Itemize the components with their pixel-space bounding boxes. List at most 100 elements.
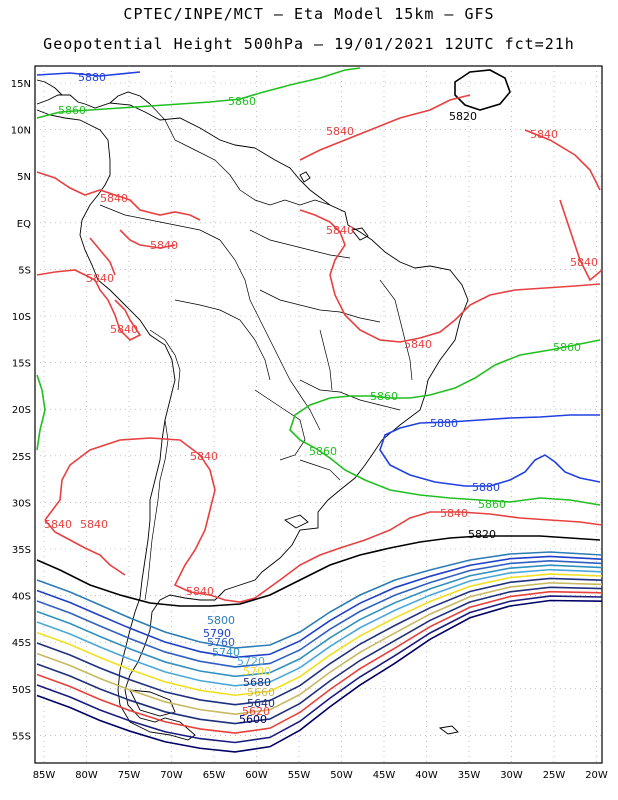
contour-label: 5620 [242, 705, 270, 718]
lat-tick-label: 10N [11, 126, 31, 137]
title-line-2: Geopotential Height 500hPa – 19/01/2021 … [43, 35, 575, 53]
contour-south-5790 [36, 555, 603, 659]
contour-label: 5860 [228, 95, 256, 108]
contour-label: 5880 [472, 481, 500, 494]
lat-tick-label: 5S [18, 265, 31, 276]
border-guyanas [239, 189, 331, 206]
contour-5880-north [36, 71, 141, 77]
contour-label: 5840 [326, 224, 354, 237]
contour-label: 5860 [478, 498, 506, 511]
lon-tick-label: 85W [33, 770, 56, 781]
brazil-states-center [259, 289, 381, 323]
contour-label: 5740 [212, 646, 240, 659]
contour-south-5640 [36, 586, 603, 725]
longitude-labels: 85W 80W 75W 70W 65W 60W 55W 50W 45W 40W 35W 30W 25W 2… [33, 770, 608, 781]
lat-tick-label: 35S [12, 545, 31, 556]
contour-south-5520 [36, 599, 603, 753]
lon-tick-label: 80W [75, 770, 98, 781]
border-chile-argentina [144, 419, 169, 601]
contour-5860-north [36, 67, 361, 119]
brazil-states-north [249, 229, 351, 259]
contour-label: 5660 [247, 686, 275, 699]
lon-tick-label: 75W [118, 770, 141, 781]
border-colombia-peru [99, 204, 221, 241]
contour-label: 5860 [58, 104, 86, 117]
contour-label: 5840 [80, 518, 108, 531]
contour-label: 5860 [553, 341, 581, 354]
contour-label: 5700 [243, 665, 271, 678]
border-peru-bolivia [149, 329, 181, 391]
lon-tick-label: 35W [458, 770, 481, 781]
lat-tick-label: 30S [12, 498, 31, 509]
border-bolivia [174, 299, 271, 381]
falkland-islands [284, 514, 309, 529]
contour-label: 5680 [243, 676, 271, 689]
contour-label: 5860 [370, 390, 398, 403]
contour-south-5800 [36, 551, 603, 649]
contour-label: 5720 [237, 655, 265, 668]
contour-south-5740 [36, 564, 603, 678]
contour-label: 5640 [247, 697, 275, 710]
contour-label: 5800 [207, 614, 235, 627]
contour-label: 5880 [430, 417, 458, 430]
tierra-del-fuego [129, 689, 176, 717]
contour-south-5760 [36, 560, 603, 668]
contour-label: 5840 [86, 272, 114, 285]
contour-label: 5840 [44, 518, 72, 531]
contour-label: 5840 [530, 128, 558, 141]
coastline [36, 69, 511, 741]
contour-south-5580 [36, 595, 603, 744]
contour-label: 5840 [100, 192, 128, 205]
contour-label: 5880 [78, 71, 106, 84]
contour-label: 5840 [190, 450, 218, 463]
contour-label: 5860 [309, 445, 337, 458]
lat-tick-label: 15N [11, 79, 31, 90]
lat-tick-label: 20S [12, 405, 31, 416]
lon-tick-label: 40W [415, 770, 438, 781]
contour-5820-north [454, 69, 511, 111]
latitude-labels: 15N 10N 5N EQ 5S 10S 15S 20S 25S 30S 35S 40S 45S 50S 5… [11, 79, 31, 742]
island-marajo [351, 227, 369, 241]
border-uruguay [299, 459, 341, 481]
south-georgia [438, 725, 459, 735]
contour-label: 5820 [449, 110, 477, 123]
contour-5880-south [379, 414, 601, 487]
contour-5840-east-edge [559, 199, 603, 282]
lon-tick-label: 45W [373, 770, 396, 781]
lon-tick-label: 25W [543, 770, 566, 781]
contour-label: 5840 [326, 125, 354, 138]
contour-label: 5820 [468, 528, 496, 541]
coast-south-america [36, 94, 469, 741]
contour-5840-south-loop [44, 437, 603, 603]
lon-tick-label: 55W [288, 770, 311, 781]
contour-label: 5790 [203, 627, 231, 640]
lat-tick-label: 45S [12, 638, 31, 649]
border-colombia-venezuela [149, 103, 241, 191]
lon-tick-label: 70W [160, 770, 183, 781]
contour-label: 5840 [186, 585, 214, 598]
lat-tick-label: 25S [12, 452, 31, 463]
border-brazil-west [219, 239, 321, 431]
contour-5840-brazil [299, 209, 601, 343]
lat-tick-label: 5N [17, 172, 31, 183]
contour-label: 5840 [570, 256, 598, 269]
coast-central-america [36, 79, 63, 96]
contour-label: 5760 [207, 636, 235, 649]
map-frame [34, 65, 603, 764]
lat-tick-label: EQ [17, 219, 31, 230]
lat-tick-label: 55S [12, 731, 31, 742]
contour-5840-west-loops [36, 171, 201, 341]
contour-label: 5840 [150, 239, 178, 252]
coast-caribbean [109, 91, 151, 105]
border-paraguay [254, 389, 306, 461]
contour-5860-south [289, 339, 601, 506]
lat-tick-label: 40S [12, 592, 31, 603]
contour-labels: 5880 5860 5860 5820 5840 5840 5840 5840 … [44, 71, 598, 726]
island-trinidad [299, 171, 311, 183]
lon-tick-label: 20W [585, 770, 608, 781]
contour-label: 5600 [239, 713, 267, 726]
contours [36, 67, 603, 607]
contour-south-5620 [36, 590, 603, 734]
brazil-states-mid [319, 329, 333, 391]
